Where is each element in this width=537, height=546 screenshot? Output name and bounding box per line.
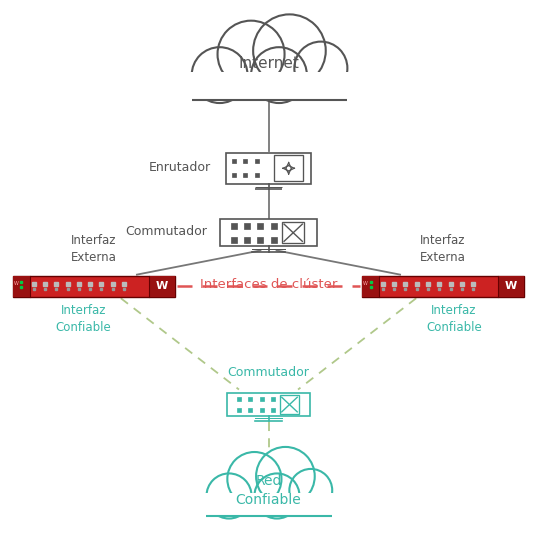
Text: Commutador: Commutador bbox=[126, 225, 207, 238]
FancyBboxPatch shape bbox=[13, 276, 30, 296]
Circle shape bbox=[256, 447, 315, 506]
FancyBboxPatch shape bbox=[226, 153, 311, 184]
Circle shape bbox=[253, 14, 326, 87]
Text: W: W bbox=[505, 281, 517, 292]
Text: Enrutador: Enrutador bbox=[149, 161, 211, 174]
Circle shape bbox=[294, 41, 347, 94]
FancyBboxPatch shape bbox=[149, 276, 175, 296]
FancyBboxPatch shape bbox=[220, 219, 317, 246]
FancyBboxPatch shape bbox=[228, 393, 309, 416]
FancyBboxPatch shape bbox=[362, 276, 524, 296]
Circle shape bbox=[251, 47, 307, 103]
Text: Interfaz
Confiable: Interfaz Confiable bbox=[426, 304, 482, 334]
Text: Commutador: Commutador bbox=[228, 366, 309, 379]
Text: Interfaces de clúster: Interfaces de clúster bbox=[200, 278, 337, 291]
FancyBboxPatch shape bbox=[280, 395, 299, 414]
Circle shape bbox=[255, 473, 300, 519]
FancyBboxPatch shape bbox=[282, 222, 304, 244]
Circle shape bbox=[192, 47, 248, 103]
Text: Interfaz
Confiable: Interfaz Confiable bbox=[55, 304, 111, 334]
Circle shape bbox=[206, 473, 251, 519]
Text: W: W bbox=[363, 281, 368, 286]
Text: Interfaz
Externa: Interfaz Externa bbox=[71, 234, 117, 264]
Circle shape bbox=[217, 21, 285, 88]
Text: Interfaz
Externa: Interfaz Externa bbox=[420, 234, 466, 264]
FancyBboxPatch shape bbox=[362, 276, 379, 296]
Text: W: W bbox=[14, 281, 19, 286]
FancyBboxPatch shape bbox=[498, 276, 524, 296]
FancyBboxPatch shape bbox=[274, 156, 303, 181]
Text: Internet: Internet bbox=[238, 56, 299, 71]
FancyBboxPatch shape bbox=[204, 493, 333, 516]
Circle shape bbox=[289, 469, 332, 512]
FancyBboxPatch shape bbox=[188, 72, 349, 99]
Circle shape bbox=[227, 452, 281, 506]
Text: W: W bbox=[156, 281, 168, 292]
FancyBboxPatch shape bbox=[13, 276, 175, 296]
Text: Red
Confiable: Red Confiable bbox=[236, 474, 301, 507]
